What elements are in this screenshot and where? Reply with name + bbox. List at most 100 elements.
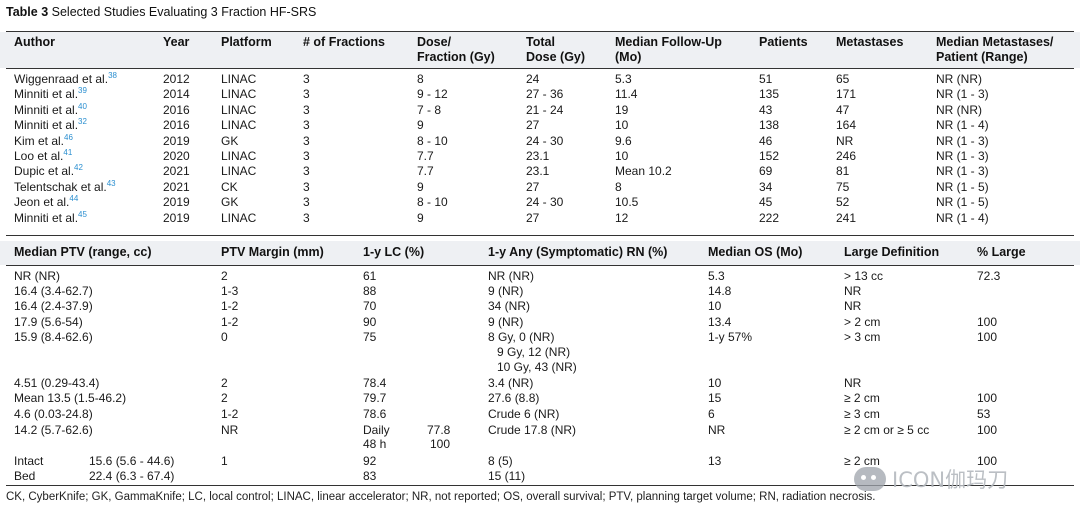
reference-number[interactable]: 45 <box>78 210 87 219</box>
followup-cell: 9.6 <box>615 134 632 148</box>
reference-number[interactable]: 41 <box>63 148 73 157</box>
median-cell: NR (NR) <box>936 72 982 86</box>
followup-cell: 19 <box>615 103 629 117</box>
table-title: Table 3 Selected Studies Evaluating 3 Fr… <box>6 5 316 19</box>
os-cell: 14.8 <box>708 284 732 298</box>
followup-cell: 5.3 <box>615 72 632 86</box>
large-def-cell: ≥ 2 cm or ≥ 5 cc <box>844 423 930 437</box>
year-cell: 2014 <box>163 87 190 101</box>
fractions-cell: 3 <box>303 87 310 101</box>
margin-cell: 1 <box>221 454 228 468</box>
lc-48h-label: 48 h <box>363 437 387 451</box>
patients-cell: 222 <box>759 211 780 225</box>
total-cell: 24 - 30 <box>526 195 564 209</box>
fractions-cell: 3 <box>303 149 310 163</box>
total-cell: 24 <box>526 72 540 86</box>
rn-cell: 3.4 (NR) <box>488 376 534 390</box>
total-cell: 27 - 36 <box>526 87 564 101</box>
lc-48h-value: 100 <box>430 437 451 451</box>
year-cell: 2020 <box>163 149 190 163</box>
patients-cell: 46 <box>759 134 773 148</box>
dose-cell: 9 - 12 <box>417 87 448 101</box>
large-def-cell: ≥ 2 cm <box>844 391 880 405</box>
lc-cell: 61 <box>363 269 377 283</box>
reference-number[interactable]: 38 <box>108 71 117 80</box>
os-cell: 10 <box>708 376 722 390</box>
followup-cell: 10 <box>615 149 629 163</box>
reference-number[interactable]: 39 <box>78 86 87 95</box>
reference-number[interactable]: 42 <box>74 163 83 172</box>
platform-cell: LINAC <box>221 103 257 117</box>
rn-cell-line3: 10 Gy, 43 (NR) <box>497 360 577 374</box>
mets-cell: NR <box>836 134 854 148</box>
pct-large-cell: 100 <box>977 391 998 405</box>
reference-number[interactable]: 40 <box>78 102 87 111</box>
os-cell: 10 <box>708 299 722 313</box>
rule-bottom-header <box>6 265 1074 266</box>
ptv-cell: 16.4 (2.4-37.9) <box>14 299 93 313</box>
lc-cell: 90 <box>363 315 377 329</box>
median-cell: NR (1 - 3) <box>936 134 989 148</box>
total-cell: 27 <box>526 118 540 132</box>
platform-cell: GK <box>221 195 239 209</box>
rn-cell: Crude 17.8 (NR) <box>488 423 577 437</box>
reference-number[interactable]: 44 <box>69 194 79 203</box>
reference-number[interactable]: 43 <box>106 179 116 188</box>
author-cell: Jeon et al.44 <box>14 194 79 210</box>
author-cell: Telentschak et al.43 <box>14 179 116 195</box>
ptv-cell: 4.6 (0.03-24.8) <box>14 407 93 421</box>
patients-cell: 152 <box>759 149 780 163</box>
margin-cell: 0 <box>221 330 228 344</box>
patients-cell: 34 <box>759 180 773 194</box>
header-total-line1: Total <box>526 35 555 49</box>
rn-cell-line2: 9 Gy, 12 (NR) <box>497 345 571 359</box>
pct-large-cell: 100 <box>977 315 998 329</box>
margin-cell: 1-2 <box>221 407 239 421</box>
rn-cell: Crude 6 (NR) <box>488 407 560 421</box>
platform-cell: LINAC <box>221 164 257 178</box>
reference-number[interactable]: 46 <box>64 133 73 142</box>
patients-cell: 51 <box>759 72 773 86</box>
margin-cell: 1-3 <box>221 284 239 298</box>
author-cell: Minniti et al.32 <box>14 117 87 133</box>
rn-cell: 9 (NR) <box>488 284 524 298</box>
margin-cell: 2 <box>221 391 228 405</box>
patients-cell: 45 <box>759 195 773 209</box>
mets-cell: 81 <box>836 164 850 178</box>
header-lc: 1-y LC (%) <box>363 245 425 259</box>
author-cell: Loo et al.41 <box>14 148 73 164</box>
pct-large-cell: 53 <box>977 407 991 421</box>
margin-cell: NR <box>221 423 239 437</box>
fractions-cell: 3 <box>303 118 310 132</box>
large-def-cell: > 3 cm <box>844 330 881 344</box>
header-median-mets-line2: Patient (Range) <box>936 50 1028 64</box>
year-cell: 2016 <box>163 103 190 117</box>
fractions-cell: 3 <box>303 164 310 178</box>
lc-daily-value: 77.8 <box>427 423 451 437</box>
pct-large-cell: 100 <box>977 454 998 468</box>
margin-cell: 1-2 <box>221 315 239 329</box>
rule-top-header <box>6 68 1074 69</box>
header-platform: Platform <box>221 35 272 49</box>
reference-number[interactable]: 32 <box>78 117 87 126</box>
dose-cell: 8 - 10 <box>417 134 448 148</box>
rn-intact-cell: 8 (5) <box>488 454 513 468</box>
rn-cell: 9 (NR) <box>488 315 524 329</box>
lc-cell: 79.7 <box>363 391 387 405</box>
fractions-cell: 3 <box>303 134 310 148</box>
median-cell: NR (1 - 4) <box>936 118 989 132</box>
margin-cell: 2 <box>221 269 228 283</box>
header-dose-line2: Fraction (Gy) <box>417 50 495 64</box>
mets-cell: 65 <box>836 72 850 86</box>
table-label: Table 3 <box>6 5 49 19</box>
header-followup-line1: Median Follow-Up <box>615 35 722 49</box>
platform-cell: GK <box>221 134 239 148</box>
bottom-header-band <box>0 241 1080 265</box>
header-total-line2: Dose (Gy) <box>526 50 586 64</box>
header-year: Year <box>163 35 190 49</box>
year-cell: 2019 <box>163 195 190 209</box>
ptv-bed-value: 22.4 (6.3 - 67.4) <box>89 469 175 483</box>
lc-cell: 70 <box>363 299 377 313</box>
pct-large-cell: 100 <box>977 423 998 437</box>
year-cell: 2019 <box>163 134 190 148</box>
